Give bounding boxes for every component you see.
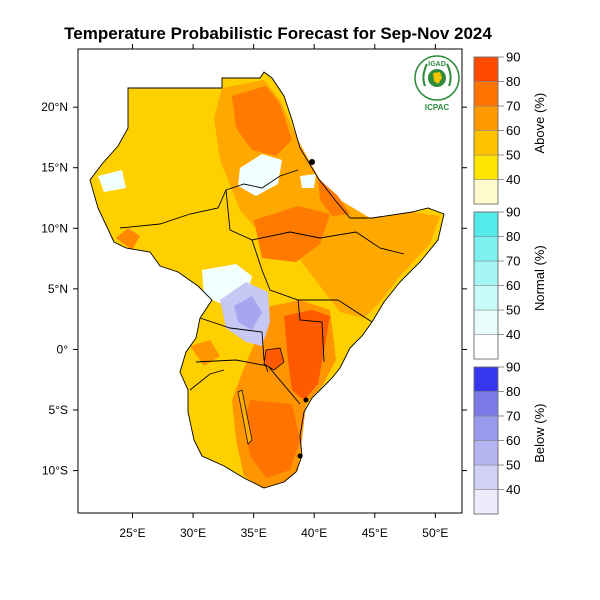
islands xyxy=(297,159,315,459)
colorbar-normal: 40 50 60 70 80 90 Normal (%) xyxy=(473,205,547,360)
x-tick-label: 25°E xyxy=(119,526,145,540)
lake-tanganyika xyxy=(237,389,253,445)
above-60-zone-west xyxy=(116,228,140,250)
y-tick-label: 15°N xyxy=(41,161,68,175)
colorbar-above-level: 50 xyxy=(506,148,520,163)
x-tick-label: 50°E xyxy=(422,526,448,540)
x-tick-label: 45°E xyxy=(362,526,388,540)
colorbar-above-swatch xyxy=(473,154,499,180)
colorbar-above-level: 60 xyxy=(506,123,520,138)
colorbar-normal-swatch xyxy=(473,236,499,262)
colorbar-normal-level: 90 xyxy=(506,205,520,220)
colorbar-above-label: Above (%) xyxy=(532,93,547,154)
colorbar-below-label: Below (%) xyxy=(532,404,547,463)
x-tick-label: 35°E xyxy=(241,526,267,540)
colorbar-below-level: 80 xyxy=(506,384,520,399)
country-borders xyxy=(89,71,445,489)
above-70-zone-eritrea xyxy=(318,178,350,216)
colorbar-below-swatch xyxy=(473,440,499,466)
logo-bottom-text: ICPAC xyxy=(425,103,450,112)
colorbar-above-level: 90 xyxy=(506,50,520,65)
x-axis: 25°E 30°E 35°E 40°E 45°E 50°E xyxy=(119,44,448,540)
colorbar-below-swatch xyxy=(473,366,499,392)
colorbar-below-level: 90 xyxy=(506,360,520,375)
colorbar-below-level: 40 xyxy=(506,482,520,497)
colorbar-normal-swatch xyxy=(473,334,499,360)
colorbar-below-swatch xyxy=(473,391,499,417)
land-region xyxy=(90,72,444,488)
above-70-zone-tanzania xyxy=(244,400,300,478)
y-tick-label: 10°S xyxy=(42,464,68,478)
colorbar-above-swatch xyxy=(473,56,499,82)
colorbars: 40 50 60 70 80 90 Above (%) 40 50 60 70 80 90 Normal … xyxy=(473,50,547,515)
below-zone-60 xyxy=(234,296,262,330)
above-60-zone-central xyxy=(190,340,220,366)
colorbar-above-swatch xyxy=(473,81,499,107)
above-80-zone-coast xyxy=(284,310,330,400)
lakes xyxy=(237,347,285,445)
colorbar-normal-swatch xyxy=(473,309,499,335)
normal-zone-chad-border xyxy=(98,170,126,192)
colorbar-normal-label: Normal (%) xyxy=(532,245,547,311)
colorbar-above-swatch xyxy=(473,179,499,205)
colorbar-above: 40 50 60 70 80 90 Above (%) xyxy=(473,50,547,205)
colorbar-normal-swatch xyxy=(473,285,499,311)
y-tick-label: 5°N xyxy=(48,282,68,296)
y-axis: 20°N 15°N 10°N 5°N 0° 5°S 10°S xyxy=(41,100,467,478)
colorbar-above-level: 40 xyxy=(506,172,520,187)
colorbar-normal-swatch xyxy=(473,260,499,286)
colorbar-above-level: 80 xyxy=(506,74,520,89)
colorbar-normal-level: 40 xyxy=(506,327,520,342)
colorbar-below-level: 50 xyxy=(506,458,520,473)
y-tick-label: 0° xyxy=(57,342,69,356)
colorbar-below-level: 60 xyxy=(506,433,520,448)
colorbar-normal-level: 50 xyxy=(506,303,520,318)
y-tick-label: 20°N xyxy=(41,100,68,114)
logo-top-text: IGAD xyxy=(428,61,446,68)
igad-icpac-logo: IGAD ICPAC xyxy=(414,55,460,112)
colorbar-below-swatch xyxy=(473,415,499,441)
colorbar-above-swatch xyxy=(473,105,499,131)
map-title: Temperature Probabilistic Forecast for S… xyxy=(64,24,492,43)
colorbar-normal-swatch xyxy=(473,211,499,237)
above-70-zone-sudan xyxy=(232,86,292,156)
lake-victoria xyxy=(263,347,285,371)
above-70-zone-ethiopia xyxy=(254,206,330,262)
colorbar-normal-level: 70 xyxy=(506,254,520,269)
colorbar-below: 40 50 60 70 80 90 Below (%) xyxy=(473,360,547,515)
colorbar-below-swatch xyxy=(473,464,499,490)
colorbar-below-swatch xyxy=(473,489,499,515)
colorbar-normal-level: 60 xyxy=(506,278,520,293)
colorbar-above-level: 70 xyxy=(506,99,520,114)
y-tick-label: 5°S xyxy=(49,403,68,417)
x-tick-label: 40°E xyxy=(301,526,327,540)
colorbar-below-level: 70 xyxy=(506,409,520,424)
x-tick-label: 30°E xyxy=(180,526,206,540)
normal-zone-eritrea xyxy=(300,174,316,188)
colorbar-normal-level: 80 xyxy=(506,229,520,244)
y-tick-label: 10°N xyxy=(41,221,68,235)
colorbar-above-swatch xyxy=(473,130,499,156)
